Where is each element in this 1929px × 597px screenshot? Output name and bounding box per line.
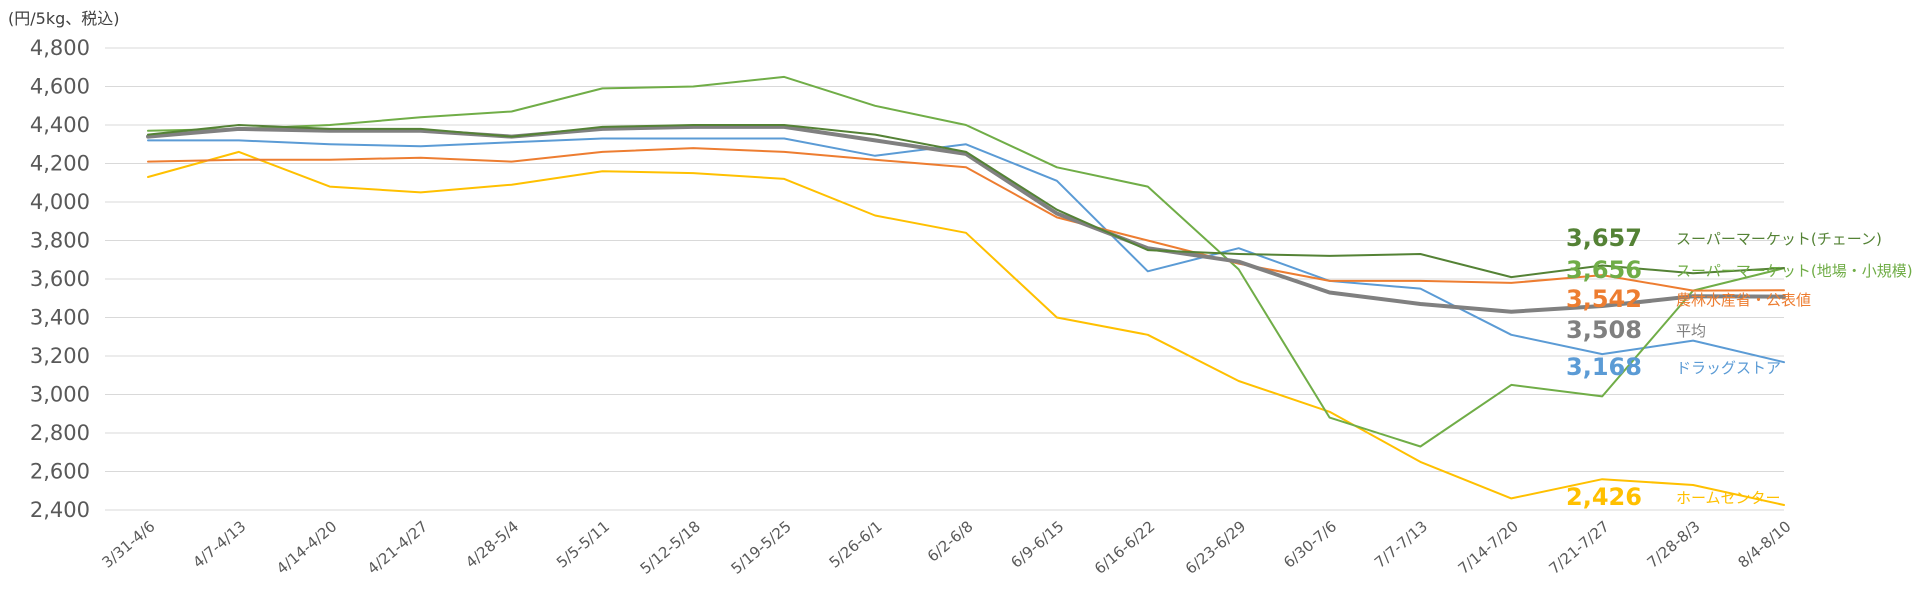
x-tick-label: 6/9-6/15 xyxy=(1007,517,1067,571)
series-line-1 xyxy=(147,137,1785,364)
series-line-0 xyxy=(147,150,1785,506)
x-tick-label: 6/2-6/8 xyxy=(924,517,977,565)
y-tick-label: 4,600 xyxy=(30,75,90,99)
series-line-2 xyxy=(147,75,1785,448)
x-tick-label: 7/28-8/3 xyxy=(1644,517,1704,571)
x-tick-label: 4/28-5/4 xyxy=(462,517,522,571)
x-tick-label: 4/21-4/27 xyxy=(364,517,431,578)
gridlines xyxy=(105,47,1784,511)
end-value-label-0: 2,426 xyxy=(1566,483,1642,511)
x-tick-label: 5/12-5/18 xyxy=(637,517,704,578)
y-tick-label: 4,000 xyxy=(30,190,90,214)
y-axis-ticks: 2,400 2,600 2,800 3,000 3,200 3,400 3,600 3,800… xyxy=(30,36,90,522)
x-tick-label: 7/21-7/27 xyxy=(1545,517,1612,578)
y-tick-label: 3,200 xyxy=(30,344,90,368)
x-tick-label: 5/26-6/1 xyxy=(826,517,886,571)
y-tick-label: 4,400 xyxy=(30,113,90,137)
x-tick-label: 5/19-5/25 xyxy=(727,517,794,578)
y-tick-label: 3,800 xyxy=(30,229,90,253)
y-tick-label: 2,600 xyxy=(30,460,90,484)
x-tick-label: 3/31-4/6 xyxy=(99,517,159,571)
series-end-labels: 2,426 ホームセンター 3,168 ドラッグストア 3,656 スーパーマーケット(地… xyxy=(1566,224,1913,511)
end-value-label-3: 3,542 xyxy=(1566,285,1642,313)
end-value-label-5: 3,657 xyxy=(1566,224,1642,252)
end-series-name-0: ホームセンター xyxy=(1676,489,1781,507)
end-value-label-1: 3,168 xyxy=(1566,353,1642,381)
end-series-name-2: スーパーマーケット(地場・小規模) xyxy=(1676,262,1913,280)
x-tick-label: 8/4-8/10 xyxy=(1735,517,1795,571)
x-tick-label: 6/23-6/29 xyxy=(1182,517,1249,578)
y-tick-label: 3,400 xyxy=(30,306,90,330)
x-tick-label: 4/14-4/20 xyxy=(273,517,340,578)
x-tick-label: 6/16-6/22 xyxy=(1091,517,1158,578)
y-tick-label: 4,200 xyxy=(30,152,90,176)
series-lines xyxy=(146,75,1786,506)
end-series-name-4: 平均 xyxy=(1676,322,1706,340)
series-line-3 xyxy=(147,147,1785,292)
end-value-label-2: 3,656 xyxy=(1566,256,1642,284)
x-tick-label: 7/14-7/20 xyxy=(1455,517,1522,578)
y-tick-label: 3,600 xyxy=(30,267,90,291)
end-series-name-1: ドラッグストア xyxy=(1676,359,1781,377)
x-tick-label: 4/7-4/13 xyxy=(189,517,249,571)
y-tick-label: 4,800 xyxy=(30,36,90,60)
end-value-label-4: 3,508 xyxy=(1566,316,1642,344)
series-line-4 xyxy=(146,124,1786,314)
x-axis-ticks: 3/31-4/6 4/7-4/13 4/14-4/20 4/21-4/27 4/28-5… xyxy=(99,517,1795,578)
x-tick-label: 5/5-5/11 xyxy=(553,517,613,571)
x-tick-label: 7/7-7/13 xyxy=(1371,517,1431,571)
y-tick-label: 2,800 xyxy=(30,421,90,445)
series-line-5 xyxy=(147,124,1785,279)
end-series-name-3: 農林水産省・公表値 xyxy=(1676,291,1811,309)
x-tick-label: 6/30-7/6 xyxy=(1280,517,1340,571)
y-tick-label: 3,000 xyxy=(30,383,90,407)
y-axis-unit-label: (円/5kg、税込) xyxy=(8,9,119,28)
y-tick-label: 2,400 xyxy=(30,498,90,522)
end-series-name-5: スーパーマーケット(チェーン) xyxy=(1676,230,1882,248)
